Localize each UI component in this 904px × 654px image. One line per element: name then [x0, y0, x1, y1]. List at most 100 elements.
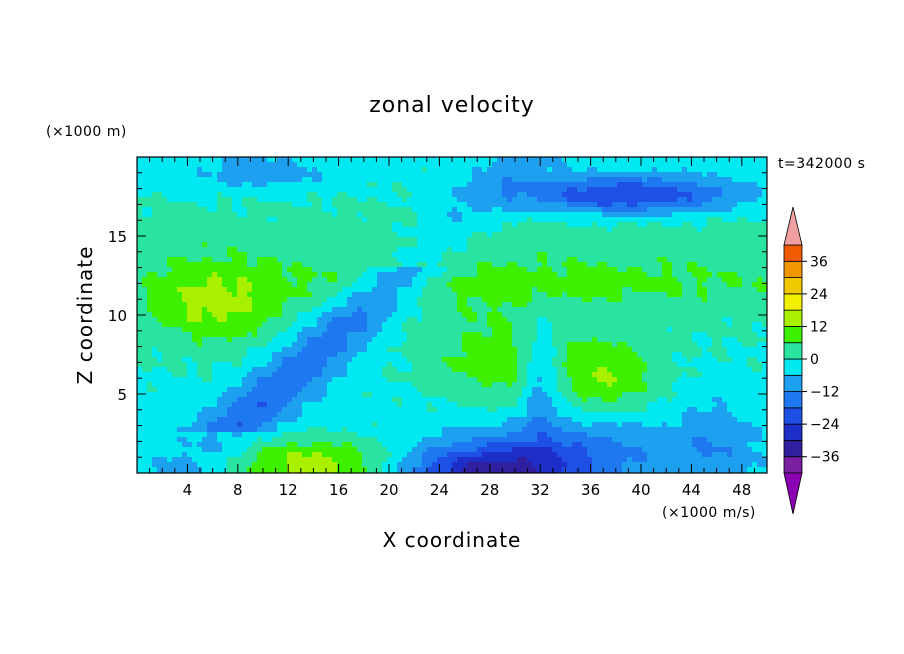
field-cell — [757, 242, 763, 248]
field-cell — [572, 177, 578, 183]
field-cell — [697, 217, 703, 223]
field-cell — [737, 217, 743, 223]
field-cell — [692, 167, 698, 173]
field-cell — [307, 257, 313, 263]
field-cell — [242, 187, 248, 193]
field-cell — [587, 342, 593, 348]
field-cell — [522, 232, 528, 238]
field-cell — [562, 177, 568, 183]
field-cell — [527, 292, 533, 298]
field-cell — [757, 207, 763, 213]
field-cell — [672, 257, 678, 263]
field-cell — [752, 332, 758, 338]
field-cell — [142, 167, 148, 173]
field-cell — [222, 207, 228, 213]
field-cell — [712, 202, 718, 208]
field-cell — [452, 162, 458, 168]
field-cell — [727, 182, 733, 188]
field-cell — [497, 272, 503, 278]
field-cell — [147, 302, 153, 308]
field-cell — [467, 182, 473, 188]
field-cell — [237, 342, 243, 348]
field-cell — [212, 182, 218, 188]
field-cell — [392, 277, 398, 283]
field-cell — [182, 162, 188, 168]
field-cell — [537, 332, 543, 338]
field-cell — [672, 217, 678, 223]
field-cell — [712, 237, 718, 243]
field-cell — [272, 227, 278, 233]
field-cell — [527, 272, 533, 278]
field-cell — [402, 162, 408, 168]
field-cell — [372, 172, 378, 178]
field-cell — [582, 277, 588, 283]
field-cell — [252, 327, 258, 333]
field-cell — [457, 312, 463, 318]
field-cell — [317, 267, 323, 273]
field-cell — [257, 257, 263, 263]
field-cell — [762, 287, 767, 293]
field-cell — [462, 227, 468, 233]
field-cell — [537, 222, 543, 228]
field-cell — [627, 262, 633, 268]
field-cell — [512, 352, 518, 358]
field-cell — [472, 172, 478, 178]
field-cell — [302, 277, 308, 283]
field-cell — [417, 202, 423, 208]
field-cell — [212, 157, 218, 163]
field-cell — [372, 277, 378, 283]
field-cell — [722, 267, 728, 273]
field-cell — [472, 307, 478, 313]
field-cell — [527, 277, 533, 283]
field-cell — [457, 287, 463, 293]
field-cell — [757, 277, 763, 283]
field-cell — [487, 287, 493, 293]
field-cell — [547, 287, 553, 293]
field-cell — [732, 272, 738, 278]
field-cell — [457, 242, 463, 248]
field-cell — [582, 182, 588, 188]
field-cell — [512, 322, 518, 328]
field-cell — [662, 192, 668, 198]
field-cell — [227, 157, 233, 163]
field-cell — [742, 192, 748, 198]
field-cell — [547, 302, 553, 308]
field-cell — [547, 172, 553, 178]
field-cell — [742, 187, 748, 193]
field-cell — [227, 232, 233, 238]
field-cell — [347, 182, 353, 188]
field-cell — [167, 307, 173, 313]
field-cell — [187, 257, 193, 263]
field-cell — [222, 332, 228, 338]
field-cell — [187, 292, 193, 298]
field-cell — [457, 347, 463, 353]
field-cell — [672, 337, 678, 343]
field-cell — [267, 347, 273, 353]
field-cell — [277, 242, 283, 248]
field-cell — [322, 352, 328, 358]
field-cell — [752, 347, 758, 353]
field-cell — [512, 197, 518, 203]
field-cell — [327, 332, 333, 338]
field-cell — [297, 187, 303, 193]
field-cell — [297, 162, 303, 168]
field-cell — [682, 227, 688, 233]
field-cell — [252, 282, 258, 288]
field-cell — [572, 222, 578, 228]
field-cell — [472, 267, 478, 273]
field-cell — [232, 177, 238, 183]
field-cell — [447, 322, 453, 328]
field-cell — [657, 232, 663, 238]
field-cell — [667, 207, 673, 213]
field-cell — [582, 202, 588, 208]
field-cell — [457, 262, 463, 268]
field-cell — [752, 342, 758, 348]
field-cell — [462, 332, 468, 338]
field-cell — [547, 322, 553, 328]
field-cell — [302, 207, 308, 213]
field-cell — [507, 302, 513, 308]
field-cell — [742, 312, 748, 318]
field-cell — [292, 252, 298, 258]
field-cell — [677, 242, 683, 248]
field-cell — [277, 222, 283, 228]
